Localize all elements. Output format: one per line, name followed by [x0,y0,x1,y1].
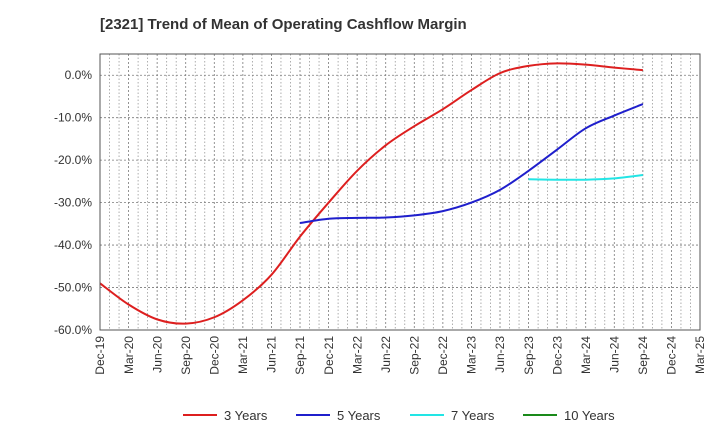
series-line-5-years [299,103,644,224]
y-tick-label: -20.0% [54,153,92,167]
axes: 0.0% -10.0% -20.0% -30.0% -40.0% -50.0% -60.0%… [54,53,707,375]
legend-label-3-years: 3 Years [224,408,268,423]
x-tick-label: Sep-24 [636,336,650,375]
x-tick-label: Jun-22 [379,336,393,373]
x-tick-label: Mar-22 [350,336,364,374]
x-tick-label: Jun-20 [150,336,164,373]
x-tick-label: Dec-21 [322,336,336,375]
x-tick-label: Mar-25 [693,336,707,374]
x-tick-label: Mar-23 [465,336,479,374]
legend: 3 Years 5 Years 7 Years 10 Years [183,408,615,423]
y-tick-label: -40.0% [54,238,92,252]
x-tick-label: Mar-21 [236,336,250,374]
y-tick-label: -30.0% [54,196,92,210]
legend-label-5-years: 5 Years [337,408,381,423]
legend-label-10-years: 10 Years [564,408,615,423]
x-tick-label: Jun-23 [493,336,507,373]
plot-area [100,54,700,330]
y-tick-label: -50.0% [54,281,92,295]
y-tick-label: -10.0% [54,111,92,125]
x-tick-label: Sep-23 [522,336,536,375]
x-tick-label: Sep-22 [407,336,421,375]
series-layer [99,62,644,325]
x-tick-label: Dec-24 [665,336,679,375]
plot-frame [99,53,701,331]
y-tick-label: -60.0% [54,323,92,337]
series-line-7-years [528,174,643,181]
x-tick-label: Jun-24 [607,336,621,373]
x-tick-label: Jun-21 [265,336,279,373]
x-tick-label: Dec-19 [93,336,107,375]
x-tick-label: Dec-23 [550,336,564,375]
x-tick-label: Mar-24 [579,336,593,374]
series-line-3-years [99,62,643,325]
x-tick-label: Dec-20 [207,336,221,375]
plot-background [100,54,700,330]
chart-title: [2321] Trend of Mean of Operating Cashfl… [100,16,467,33]
x-tick-label: Sep-20 [179,336,193,375]
legend-label-7-years: 7 Years [451,408,495,423]
grid [100,54,700,331]
y-tick-label: 0.0% [65,68,93,82]
x-tick-label: Mar-20 [122,336,136,374]
x-tick-label: Dec-22 [436,336,450,375]
x-tick-label: Sep-21 [293,336,307,375]
